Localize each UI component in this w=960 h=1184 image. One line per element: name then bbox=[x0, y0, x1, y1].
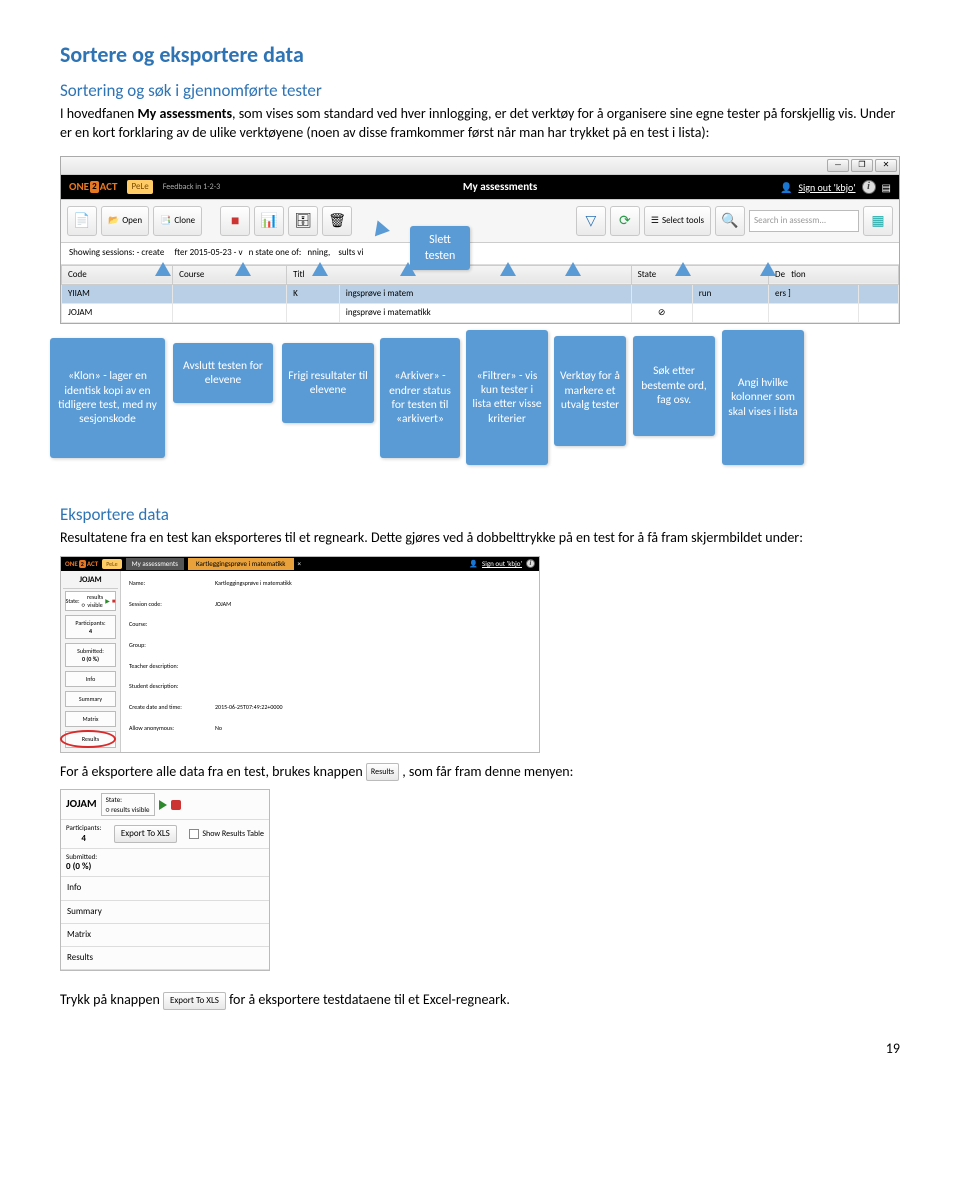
export-paragraph-2: For å eksportere alle data fra en test, … bbox=[60, 763, 900, 782]
delete-button[interactable]: 🗑 bbox=[322, 206, 352, 236]
select-tools-button[interactable]: ☰ Select tools bbox=[644, 206, 711, 236]
session-code: JOJAM bbox=[66, 797, 97, 812]
intro-paragraph: I hovedfanen My assessments, som vises s… bbox=[60, 105, 900, 143]
window-minimize-button[interactable]: — bbox=[827, 159, 849, 172]
state-box: State:○ results visible ▶ ■ bbox=[65, 591, 116, 611]
logo-one2act: ONE2ACT bbox=[69, 180, 117, 195]
screenshot-toolbar: — ❐ ✕ ONE2ACT PeLe Feedback in 1-2-3 My … bbox=[60, 156, 900, 324]
col-state[interactable]: State bbox=[631, 265, 768, 284]
app-header: ONE2ACT PeLe Feedback in 1-2-3 My assess… bbox=[61, 175, 899, 199]
callout-filter: «Filtrer» - vis kun tester i lista etter… bbox=[466, 330, 548, 465]
tab-summary[interactable]: Summary bbox=[61, 901, 269, 924]
callout-stop: Avslutt testen for elevene bbox=[173, 343, 273, 403]
callout-selecttools: Verktøy for å markere et utvalg tester bbox=[554, 336, 626, 446]
participants-box: Participants: 4 bbox=[65, 615, 116, 639]
callout-clone: «Klon» - lager en identisk kopi av en ti… bbox=[50, 338, 165, 458]
main-toolbar: 📄 📂 Open 📑 Clone ■ 📊 🗄 🗑 ▽ ⟳ ☰ Select to… bbox=[61, 199, 899, 243]
page-title: Sortere og eksportere data bbox=[60, 40, 900, 70]
show-results-checkbox[interactable] bbox=[189, 829, 199, 839]
tab-matrix[interactable]: Matrix bbox=[61, 924, 269, 947]
callout-archive: «Arkiver» - endrer status for testen til… bbox=[380, 338, 460, 458]
stop-icon[interactable]: ■ bbox=[112, 597, 116, 605]
results-button-inline[interactable]: Results bbox=[366, 763, 399, 781]
section-heading-sortering: Sortering og søk i gjennomførte tester bbox=[60, 80, 900, 103]
tab-summary[interactable]: Summary bbox=[65, 691, 116, 707]
play-icon[interactable]: ▶ bbox=[105, 597, 110, 605]
tab-info[interactable]: Info bbox=[61, 877, 269, 900]
signout-link[interactable]: Sign out 'kbjo' bbox=[482, 559, 522, 568]
search-icon-button[interactable]: 🔍 bbox=[715, 206, 745, 236]
detail-main: Name:Kartleggingsprøve i matematikk Sess… bbox=[121, 571, 539, 752]
info-icon[interactable]: i bbox=[862, 180, 876, 194]
stop-button[interactable]: ■ bbox=[220, 206, 250, 236]
logo-pele: PeLe bbox=[127, 180, 152, 194]
open-button[interactable]: 📂 Open bbox=[101, 206, 149, 236]
col-course[interactable]: Course bbox=[173, 265, 287, 284]
tab-info[interactable]: Info bbox=[65, 671, 116, 687]
intro-bold: My assessments bbox=[137, 105, 232, 122]
tab-matrix[interactable]: Matrix bbox=[65, 711, 116, 727]
window-maximize-button[interactable]: ❐ bbox=[851, 159, 873, 172]
section-heading-eksportere: Eksportere data bbox=[60, 504, 900, 527]
filter-button[interactable]: ▽ bbox=[576, 206, 606, 236]
signout-link[interactable]: Sign out 'kbjo' bbox=[798, 181, 855, 195]
intro-text-a: I hovedfanen bbox=[60, 105, 137, 122]
session-code: JOJAM bbox=[63, 573, 118, 589]
play-icon[interactable] bbox=[159, 800, 167, 810]
refresh-button[interactable]: ⟳ bbox=[610, 206, 640, 236]
export-paragraph-1: Resultatene fra en test kan eksporteres … bbox=[60, 529, 900, 548]
final-paragraph: Trykk på knappen Export To XLS for å eks… bbox=[60, 991, 900, 1010]
callout-release: Frigi resultater til elevene bbox=[282, 343, 374, 423]
tab-my-assessments[interactable]: My assessments bbox=[126, 558, 184, 569]
window-titlebar: — ❐ ✕ bbox=[61, 157, 899, 175]
callout-search: Søk etter bestemte ord, fag osv. bbox=[633, 336, 715, 436]
screenshot-detail: ONE2ACT PeLe My assessments Kartleggings… bbox=[60, 556, 540, 753]
page-number: 19 bbox=[60, 1040, 900, 1059]
callout-row: «Klon» - lager en identisk kopi av en ti… bbox=[60, 318, 900, 498]
menu-icon[interactable]: ▤ bbox=[882, 181, 891, 195]
export-xls-button-inline[interactable]: Export To XLS bbox=[163, 992, 226, 1010]
search-input[interactable]: Search in assessm... bbox=[749, 210, 859, 232]
clone-button[interactable]: 📑 Clone bbox=[153, 206, 202, 236]
results-button[interactable]: 📊 bbox=[254, 206, 284, 236]
submitted-box: Submitted: 0 (0 %) bbox=[65, 643, 116, 667]
table-row[interactable]: YIIAM K ingsprøve i matem run ers ] bbox=[62, 284, 899, 303]
col-description[interactable]: De tion bbox=[769, 265, 899, 284]
header-title: My assessments bbox=[463, 180, 537, 195]
tab-results[interactable]: Results bbox=[61, 947, 269, 970]
tab-current-test[interactable]: Kartleggingsprøve i matematikk bbox=[188, 558, 294, 569]
window-close-button[interactable]: ✕ bbox=[875, 159, 897, 172]
tagline: Feedback in 1-2-3 bbox=[163, 182, 221, 193]
user-icon: 👤 bbox=[780, 181, 792, 195]
archive-button[interactable]: 🗄 bbox=[288, 206, 318, 236]
screenshot-sidebar-menu: JOJAM State:○ results visible Participan… bbox=[60, 789, 270, 971]
callout-slett: Slett testen bbox=[410, 226, 470, 270]
new-button[interactable]: 📄 bbox=[67, 206, 97, 236]
columns-button[interactable]: ▦ bbox=[863, 206, 893, 236]
tab-results[interactable]: Results bbox=[65, 731, 116, 747]
stop-icon[interactable] bbox=[171, 800, 181, 810]
export-xls-button[interactable]: Export To XLS bbox=[114, 825, 177, 843]
callout-columns: Angi hvilke kolonner som skal vises i li… bbox=[722, 330, 804, 465]
